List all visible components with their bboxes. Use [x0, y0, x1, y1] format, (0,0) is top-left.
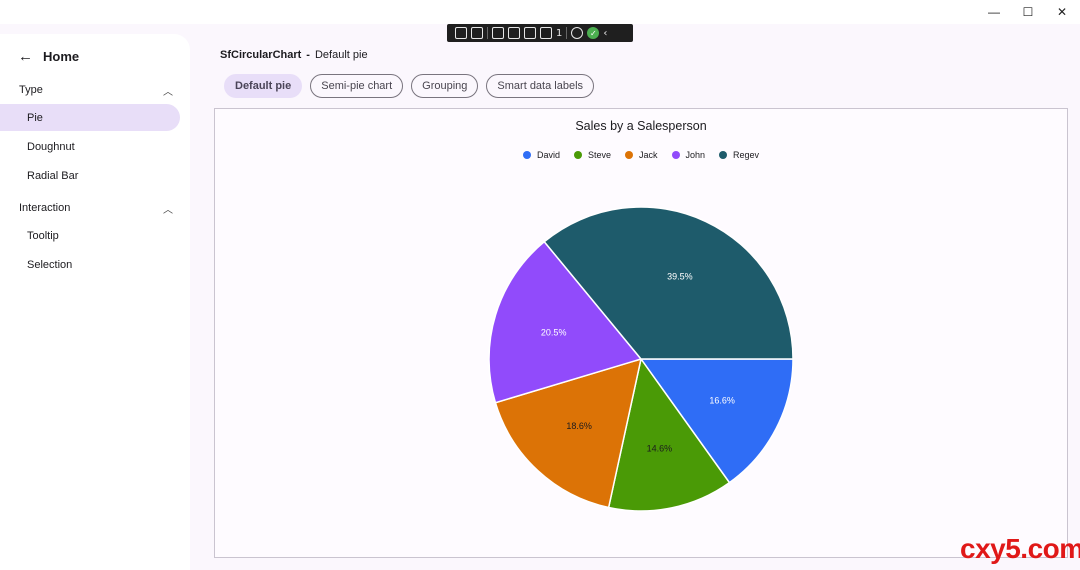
sidebar: ← Home Type ︿ Pie Doughnut Radial Bar In… — [0, 34, 190, 570]
chip-default-pie[interactable]: Default pie — [224, 74, 303, 98]
legend-swatch — [624, 151, 633, 159]
toolbar-divider — [487, 27, 488, 39]
binding-failures-count: 1 — [556, 27, 563, 39]
display-layout-adorners-icon[interactable] — [508, 27, 520, 39]
close-button[interactable]: ✕ — [1044, 0, 1080, 24]
pie-slice-regev[interactable] — [543, 206, 794, 360]
chevron-up-icon: ︿ — [163, 204, 173, 216]
back-arrow-icon: ← — [18, 47, 33, 65]
live-visual-tree-icon[interactable] — [455, 27, 467, 39]
sidebar-item-selection[interactable]: Selection — [0, 251, 180, 278]
sidebar-item-radial-bar[interactable]: Radial Bar — [0, 162, 180, 189]
legend-item[interactable]: John — [671, 150, 706, 160]
home-link[interactable]: ← Home — [18, 48, 79, 64]
breadcrumb: SfCircularChart - Default pie — [220, 49, 368, 61]
debug-toolbar: 1 ✓ ‹ — [447, 24, 633, 42]
track-focus-icon[interactable] — [524, 27, 536, 39]
sidebar-item-label: Pie — [27, 111, 43, 124]
data-label: 14.6% — [647, 443, 673, 453]
chart-legend: David Steve Jack John Regev — [215, 150, 1067, 160]
pie-chart: 16.6% 14.6% 18.6% 20.5% 39.5% — [488, 206, 794, 512]
section-interaction[interactable]: Interaction ︿ — [19, 200, 179, 216]
legend-item[interactable]: Regev — [719, 150, 759, 160]
sidebar-item-pie[interactable]: Pie — [0, 104, 180, 131]
legend-item[interactable]: Jack — [624, 150, 658, 160]
legend-label: Jack — [638, 150, 658, 160]
legend-label: David — [536, 150, 560, 160]
sidebar-item-doughnut[interactable]: Doughnut — [0, 133, 180, 160]
data-label: 18.6% — [566, 421, 592, 431]
legend-swatch — [522, 151, 531, 159]
minimize-button[interactable]: — — [976, 0, 1012, 24]
legend-label: John — [685, 150, 706, 160]
close-icon: ✕ — [1056, 5, 1068, 19]
maximize-icon: ☐ — [1022, 5, 1034, 19]
camera-icon[interactable] — [471, 27, 483, 39]
title-bar: — ☐ ✕ — [0, 0, 1080, 24]
sidebar-item-label: Doughnut — [27, 140, 75, 153]
chip-semi-pie-chart[interactable]: Semi-pie chart — [310, 74, 404, 98]
section-label: Type — [19, 84, 43, 96]
legend-swatch — [573, 151, 582, 159]
legend-item[interactable]: David — [522, 150, 560, 160]
data-label: 39.5% — [667, 272, 693, 282]
sidebar-item-label: Radial Bar — [27, 169, 79, 182]
pie-slice-john[interactable] — [488, 240, 643, 404]
pie-slice-steve[interactable] — [607, 357, 731, 512]
check-icon[interactable]: ✓ — [587, 27, 600, 39]
minimize-icon: — — [988, 5, 1000, 19]
pie-slice-david[interactable] — [639, 358, 794, 484]
home-label: Home — [43, 48, 80, 64]
collapse-chevron-icon[interactable]: ‹ — [603, 27, 608, 39]
data-label: 16.6% — [709, 396, 735, 406]
watermark: cxy5.com — [960, 533, 1080, 564]
chart-card: Sales by a Salesperson David Steve Jack Joh… — [214, 108, 1068, 558]
sample-chips: Default pie Semi-pie chart Grouping Smar… — [224, 74, 595, 98]
sidebar-item-label: Tooltip — [27, 229, 59, 242]
chip-grouping[interactable]: Grouping — [411, 74, 479, 98]
sidebar-item-tooltip[interactable]: Tooltip — [0, 222, 180, 249]
section-label: Interaction — [19, 202, 71, 214]
breadcrumb-page: Default pie — [314, 49, 368, 61]
breadcrumb-separator: - — [306, 49, 310, 61]
pie-slice-jack[interactable] — [494, 357, 643, 509]
data-label: 20.5% — [541, 328, 567, 338]
legend-item[interactable]: Steve — [573, 150, 611, 160]
section-type[interactable]: Type ︿ — [19, 82, 179, 98]
chip-smart-data-labels[interactable]: Smart data labels — [486, 74, 595, 98]
legend-label: Steve — [587, 150, 611, 160]
select-element-icon[interactable] — [492, 27, 504, 39]
chevron-up-icon: ︿ — [163, 86, 173, 98]
sidebar-item-label: Selection — [27, 258, 73, 271]
legend-swatch — [719, 151, 728, 159]
breadcrumb-control: SfCircularChart — [220, 49, 302, 61]
maximize-button[interactable]: ☐ — [1010, 0, 1046, 24]
toolbar-divider — [566, 27, 568, 39]
binding-failures-icon[interactable] — [540, 27, 552, 39]
legend-swatch — [671, 151, 680, 159]
accessibility-icon[interactable] — [571, 27, 584, 39]
legend-label: Regev — [733, 150, 760, 160]
chart-title: Sales by a Salesperson — [575, 119, 707, 133]
